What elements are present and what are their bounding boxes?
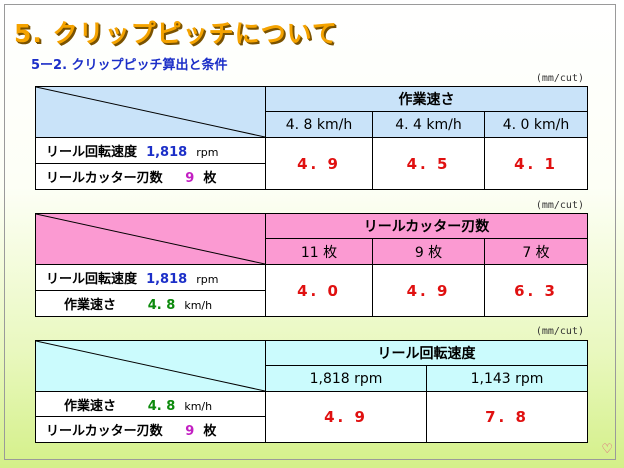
column-header: 7 枚 (483, 238, 589, 265)
column-header: 9 枚 (372, 238, 485, 265)
diag-cell (35, 213, 266, 265)
value-cell: 4. 1 (484, 137, 588, 190)
column-header: 4. 0 km/h (484, 111, 588, 138)
slide-subtitle: 5ー2. クリップピッチ算出と条件 (31, 58, 228, 73)
row-label: リール回転速度 1,818 rpm (35, 137, 266, 164)
table-rotation: リール回転速度 1,818 rpm 1,143 rpm 作業速さ 4. 8 km… (35, 340, 588, 443)
value-cell: 6. 3 (483, 264, 589, 317)
unit-label-2: (mm/cut) (535, 200, 584, 211)
diag-cell (35, 86, 266, 138)
row-label: リールカッター刃数 9 枚 (35, 416, 266, 443)
column-header: 4. 4 km/h (372, 111, 485, 138)
value-cell: 4. 9 (265, 137, 373, 190)
heart-icon: ♡ (601, 442, 613, 457)
column-header: 1,143 rpm (426, 365, 588, 392)
slide-frame (4, 4, 616, 460)
value-cell: 7. 8 (426, 391, 588, 443)
column-header: 11 枚 (265, 238, 373, 265)
table-header: リール回転速度 (265, 340, 588, 366)
row-label: リール回転速度 1,818 rpm (35, 264, 266, 291)
table-blades: リールカッター刃数 11 枚 9 枚 7 枚 リール回転速度 1,818 rpm… (35, 213, 589, 317)
table-header: 作業速さ (265, 86, 588, 112)
table-header: リールカッター刃数 (264, 213, 589, 239)
unit-label-3: (mm/cut) (535, 326, 584, 337)
value-cell: 4. 9 (265, 391, 427, 443)
table-speed: 作業速さ 4. 8 km/h 4. 4 km/h 4. 0 km/h リール回転… (35, 86, 588, 190)
value-cell: 4. 9 (372, 264, 485, 317)
value-cell: 4. 5 (372, 137, 485, 190)
row-label: 作業速さ 4. 8 km/h (35, 290, 266, 317)
row-label: 作業速さ 4. 8 km/h (35, 391, 266, 417)
column-header: 4. 8 km/h (265, 111, 373, 138)
value-cell: 4. 0 (265, 264, 373, 317)
column-header: 1,818 rpm (265, 365, 427, 392)
diag-cell (35, 340, 266, 392)
unit-label-1: (mm/cut) (535, 73, 584, 84)
row-label: リールカッター刃数 9 枚 (35, 163, 266, 190)
slide-title: 5. クリップピッチについて (14, 19, 338, 48)
